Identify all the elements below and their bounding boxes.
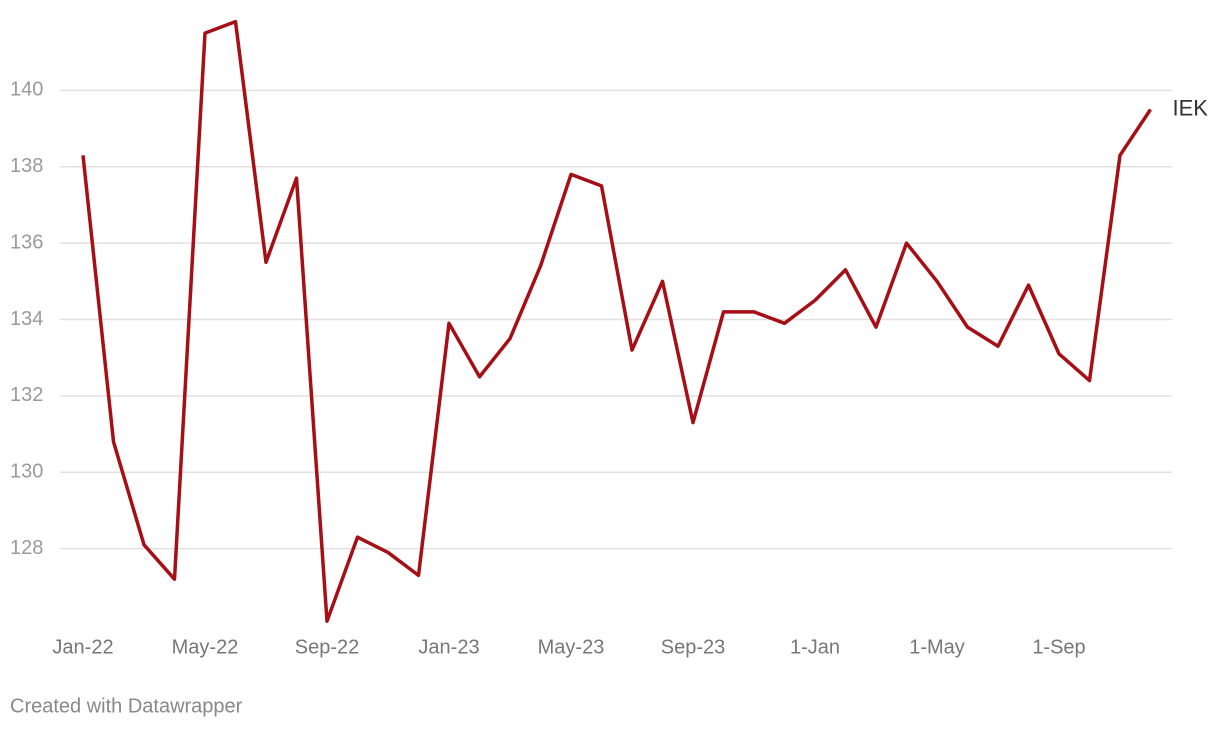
x-tick-label: May-23 <box>538 636 605 658</box>
x-tick-label: 1-Jan <box>790 636 840 658</box>
line-series <box>81 19 1152 623</box>
x-tick-label: Jan-23 <box>418 636 479 658</box>
y-tick-label: 134 <box>10 308 43 330</box>
y-tick-label: 130 <box>10 461 43 483</box>
series-label: IEK <box>1173 95 1209 120</box>
x-tick-label: Sep-22 <box>295 636 360 658</box>
source-note: Created with Datawrapper <box>10 695 243 717</box>
x-tick-label: May-22 <box>172 636 239 658</box>
y-tick-label: 138 <box>10 155 43 177</box>
x-tick-label: Jan-22 <box>52 636 113 658</box>
y-tick-label: 136 <box>10 231 43 253</box>
y-tick-label: 132 <box>10 384 43 406</box>
x-tick-label: 1-May <box>909 636 965 658</box>
y-tick-label: 140 <box>10 79 43 101</box>
y-tick-label: 128 <box>10 537 43 559</box>
x-tick-label: Sep-23 <box>661 636 726 658</box>
x-tick-label: 1-Sep <box>1032 636 1085 658</box>
